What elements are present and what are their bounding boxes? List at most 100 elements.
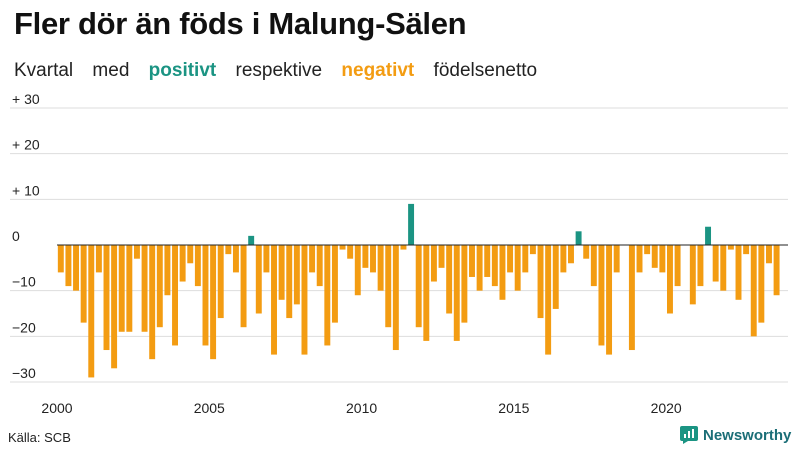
- bar: [545, 245, 552, 355]
- y-tick-label: −20: [12, 319, 36, 335]
- y-tick-label: + 30: [12, 91, 40, 107]
- bar: [248, 235, 255, 245]
- x-tick-label: 2005: [194, 400, 225, 416]
- bar: [316, 245, 323, 287]
- bar: [469, 245, 475, 277]
- bar: [758, 245, 765, 323]
- y-tick-label: + 20: [12, 137, 40, 153]
- bar: [293, 245, 300, 305]
- bar: [674, 245, 681, 287]
- bar: [385, 245, 392, 328]
- bar: [141, 245, 148, 332]
- bar: [613, 245, 620, 273]
- bar: [88, 245, 95, 378]
- bar: [659, 245, 666, 273]
- bar: [461, 245, 468, 323]
- bar: [362, 245, 369, 268]
- bar: [370, 245, 376, 273]
- bar: [446, 245, 453, 314]
- newsworthy-logo-icon: [680, 426, 698, 444]
- bar: [590, 245, 597, 287]
- source-note: Källa: SCB: [8, 430, 71, 445]
- bar: [149, 245, 156, 360]
- bar: [65, 245, 72, 287]
- bar: [750, 245, 757, 337]
- bar: [172, 245, 178, 346]
- bar: [453, 245, 460, 341]
- y-tick-label: 0: [12, 228, 20, 244]
- chart-subtitle: Kvartal med positivt respektive negativt…: [14, 60, 551, 82]
- y-tick-label: + 10: [12, 182, 40, 198]
- bar: [202, 245, 209, 346]
- bar: [392, 245, 399, 351]
- bar: [514, 245, 521, 291]
- bar: [476, 245, 483, 291]
- bar: [415, 245, 422, 328]
- bar: [400, 245, 407, 250]
- bar: [210, 245, 217, 360]
- bar: [575, 231, 582, 245]
- y-tick-label: −10: [12, 274, 36, 290]
- x-tick-label: 2020: [651, 400, 682, 416]
- bar: [636, 245, 643, 273]
- bar: [644, 245, 651, 255]
- bar: [537, 245, 544, 319]
- bar: [765, 245, 772, 264]
- bar: [529, 245, 536, 255]
- bar: [156, 245, 163, 328]
- bar: [278, 245, 285, 300]
- bar: [225, 245, 232, 255]
- bar: [697, 245, 704, 287]
- subtitle-word: födelsenetto: [433, 60, 538, 81]
- bar: [286, 245, 293, 319]
- bar: [606, 245, 613, 355]
- bar: [560, 245, 567, 273]
- bar: [133, 245, 140, 259]
- legend-negative: negativt: [341, 60, 415, 81]
- bar: [57, 245, 64, 273]
- bar: [187, 245, 194, 264]
- bar: [263, 245, 270, 273]
- bar: [651, 245, 658, 268]
- bar: [301, 245, 308, 355]
- bar: [628, 245, 635, 351]
- bar: [271, 245, 277, 355]
- bar: [179, 245, 186, 282]
- bar: [491, 245, 498, 287]
- bar: [430, 245, 437, 282]
- bar: [103, 245, 110, 351]
- legend-positive: positivt: [148, 60, 217, 81]
- bar: [240, 245, 247, 328]
- subtitle-word: respektive: [235, 60, 323, 81]
- bar: [568, 245, 574, 264]
- bar: [499, 245, 506, 300]
- bar: [773, 245, 780, 296]
- bar: [80, 245, 87, 323]
- bar: [720, 245, 727, 291]
- subtitle-word: Kvartal: [14, 60, 74, 81]
- bar: [735, 245, 742, 300]
- bar: [126, 245, 133, 332]
- bar: [743, 245, 750, 255]
- bar: [164, 245, 171, 296]
- bar: [255, 245, 262, 314]
- bar: [552, 245, 559, 309]
- x-tick-label: 2015: [498, 400, 529, 416]
- bar: [232, 245, 239, 273]
- bar: [438, 245, 445, 268]
- bar: [194, 245, 201, 287]
- bar: [95, 245, 102, 273]
- bar: [377, 245, 384, 291]
- bar: [598, 245, 605, 346]
- bar: [507, 245, 514, 273]
- y-tick-label: −30: [12, 365, 36, 381]
- bar: [217, 245, 224, 319]
- brand-name: Newsworthy: [703, 426, 792, 444]
- x-tick-label: 2010: [346, 400, 377, 416]
- bar: [324, 245, 331, 346]
- bar: [354, 245, 361, 296]
- bar: [331, 245, 338, 323]
- bar: [423, 245, 430, 341]
- bar: [73, 245, 80, 291]
